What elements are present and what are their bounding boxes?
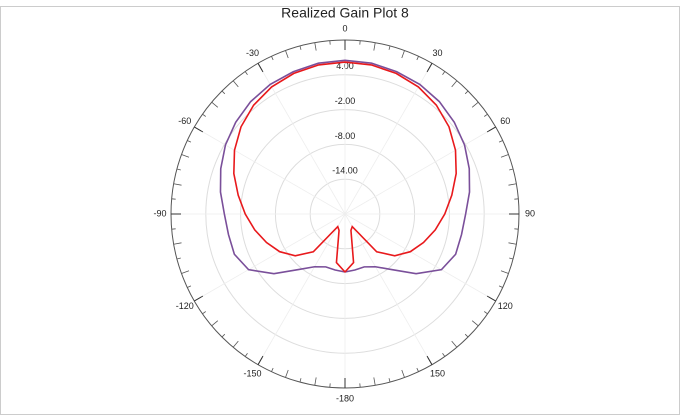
theta-tick-label: -30 [246,48,259,58]
theta-tick-label: 0 [342,23,347,33]
theta-tick-label: 90 [525,208,535,218]
theta-tick-label: -60 [178,116,191,126]
chart-title: Realized Gain Plot 8 [281,5,409,21]
theta-tick-label: -150 [243,369,261,379]
theta-tick-label: -120 [176,301,194,311]
theta-tick-label: 150 [430,369,445,379]
theta-tick-label: 120 [498,301,513,311]
theta-tick-label: -90 [153,208,166,218]
theta-tick-label: 60 [500,116,510,126]
theta-tick-label: 30 [432,48,442,58]
theta-tick-label: -180 [336,393,354,403]
